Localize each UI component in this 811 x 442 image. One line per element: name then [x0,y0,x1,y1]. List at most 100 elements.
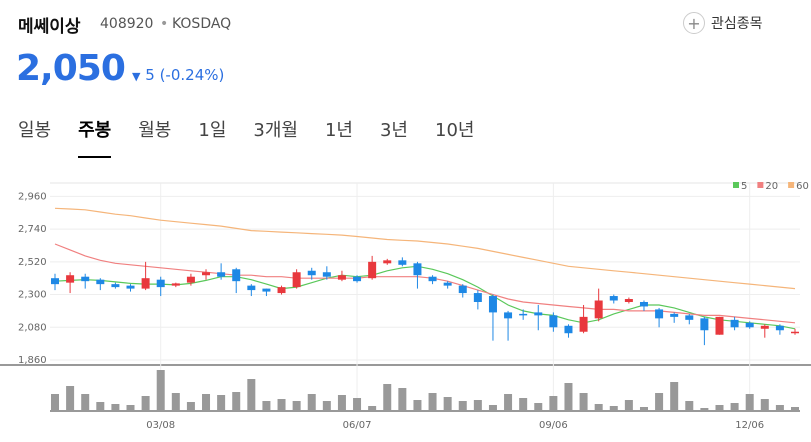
candle-body [247,285,256,291]
candle-body [217,272,226,277]
candle-body [277,287,286,294]
candle-body [488,296,497,313]
candle-body [66,275,75,283]
volume-bar [171,393,180,411]
candle-body [353,276,362,282]
candle-body [307,270,316,276]
change-pct: (-0.24%) [159,66,225,84]
candle-body [141,278,150,289]
candle-body [322,272,331,277]
candle-body [156,279,165,288]
legend-swatch [757,182,764,188]
candle-body [398,260,407,265]
volume-bar [730,403,739,411]
candle-body [81,276,90,282]
change: 5 [145,66,155,84]
volume-bar [428,393,437,411]
volume-bar [96,402,105,411]
volume-bar [202,394,211,411]
candle-body [519,313,528,316]
plus-icon: + [683,12,705,34]
candle-body [685,315,694,320]
volume-bar [383,384,392,411]
volume-bar [534,403,543,411]
tab[interactable]: 3개월 [253,120,298,141]
tab[interactable]: 1년 [324,120,353,141]
down-arrow: ▼ [132,70,141,83]
volume-bar [307,394,316,411]
ma-line [54,207,796,290]
legend-swatch [788,182,795,188]
volume-bar [624,400,633,411]
candle-body [715,316,724,335]
candle-body [443,282,452,286]
volume-bar [700,408,709,411]
x-tick-label: 09/06 [539,420,568,431]
price-change: ▼ 5 (-0.24%) [132,66,224,84]
tab[interactable]: 3년 [379,120,408,141]
volume-bar [292,401,301,411]
tab[interactable]: 10년 [435,120,475,141]
volume-bar [549,396,558,411]
legend-label: 5 [741,181,747,192]
y-tick-label: 2,520 [18,257,47,268]
candle-body [202,272,211,276]
x-tick-label: 03/08 [146,420,175,431]
candle-body [655,309,664,319]
candle-body [473,293,482,302]
candle-body [368,261,377,279]
y-tick-label: 2,300 [18,290,47,301]
candle-body [337,275,346,280]
candle-body [171,283,180,286]
candle-body [730,319,739,328]
tab[interactable]: 일봉 [18,120,52,141]
legend-label: 20 [765,181,778,192]
volume-bar [126,405,135,411]
volume-bar [247,379,256,411]
volume-bar [51,394,59,411]
volume-bar [413,400,422,411]
candle-body [624,299,633,302]
volume-bar [519,398,528,411]
y-tick-label: 2,080 [18,322,47,333]
x-tick-label: 12/06 [735,420,764,431]
ma-line [54,265,796,330]
volume-bar [504,394,513,411]
y-tick-label: 2,960 [18,191,47,202]
candle-body [413,263,422,276]
volume-bar [685,401,694,411]
tab[interactable]: 월봉 [138,120,172,141]
volume-bar [655,393,664,411]
volume-bar [745,394,754,411]
volume-bar [322,401,331,411]
candle-body [745,322,754,328]
candle-body [428,276,437,282]
volume-bar [217,395,226,411]
x-tick-label: 06/07 [343,420,372,431]
volume-bar [156,370,165,411]
tab[interactable]: 주봉 [78,116,112,158]
candle-body [292,272,301,288]
stock-name: 메쎄이상 [18,17,81,37]
candle-body [96,279,105,285]
tab[interactable]: 1일 [198,120,227,141]
volume-bar [488,405,497,411]
favorite-button[interactable]: + 관심종목 [683,12,763,34]
candle-body [775,325,784,331]
volume-bar [594,404,603,411]
candle-body [51,278,59,285]
candle-body [639,301,648,307]
candle-body [458,285,467,294]
volume-bar [186,402,195,411]
volume-bar [564,383,573,411]
legend-swatch [733,182,739,188]
candle-body [549,315,558,328]
candle-body [186,276,195,283]
volume-bar [81,394,90,411]
volume-bar [473,400,482,411]
ma-line [54,243,796,324]
candle-body [791,331,799,334]
market: KOSDAQ [172,16,232,32]
